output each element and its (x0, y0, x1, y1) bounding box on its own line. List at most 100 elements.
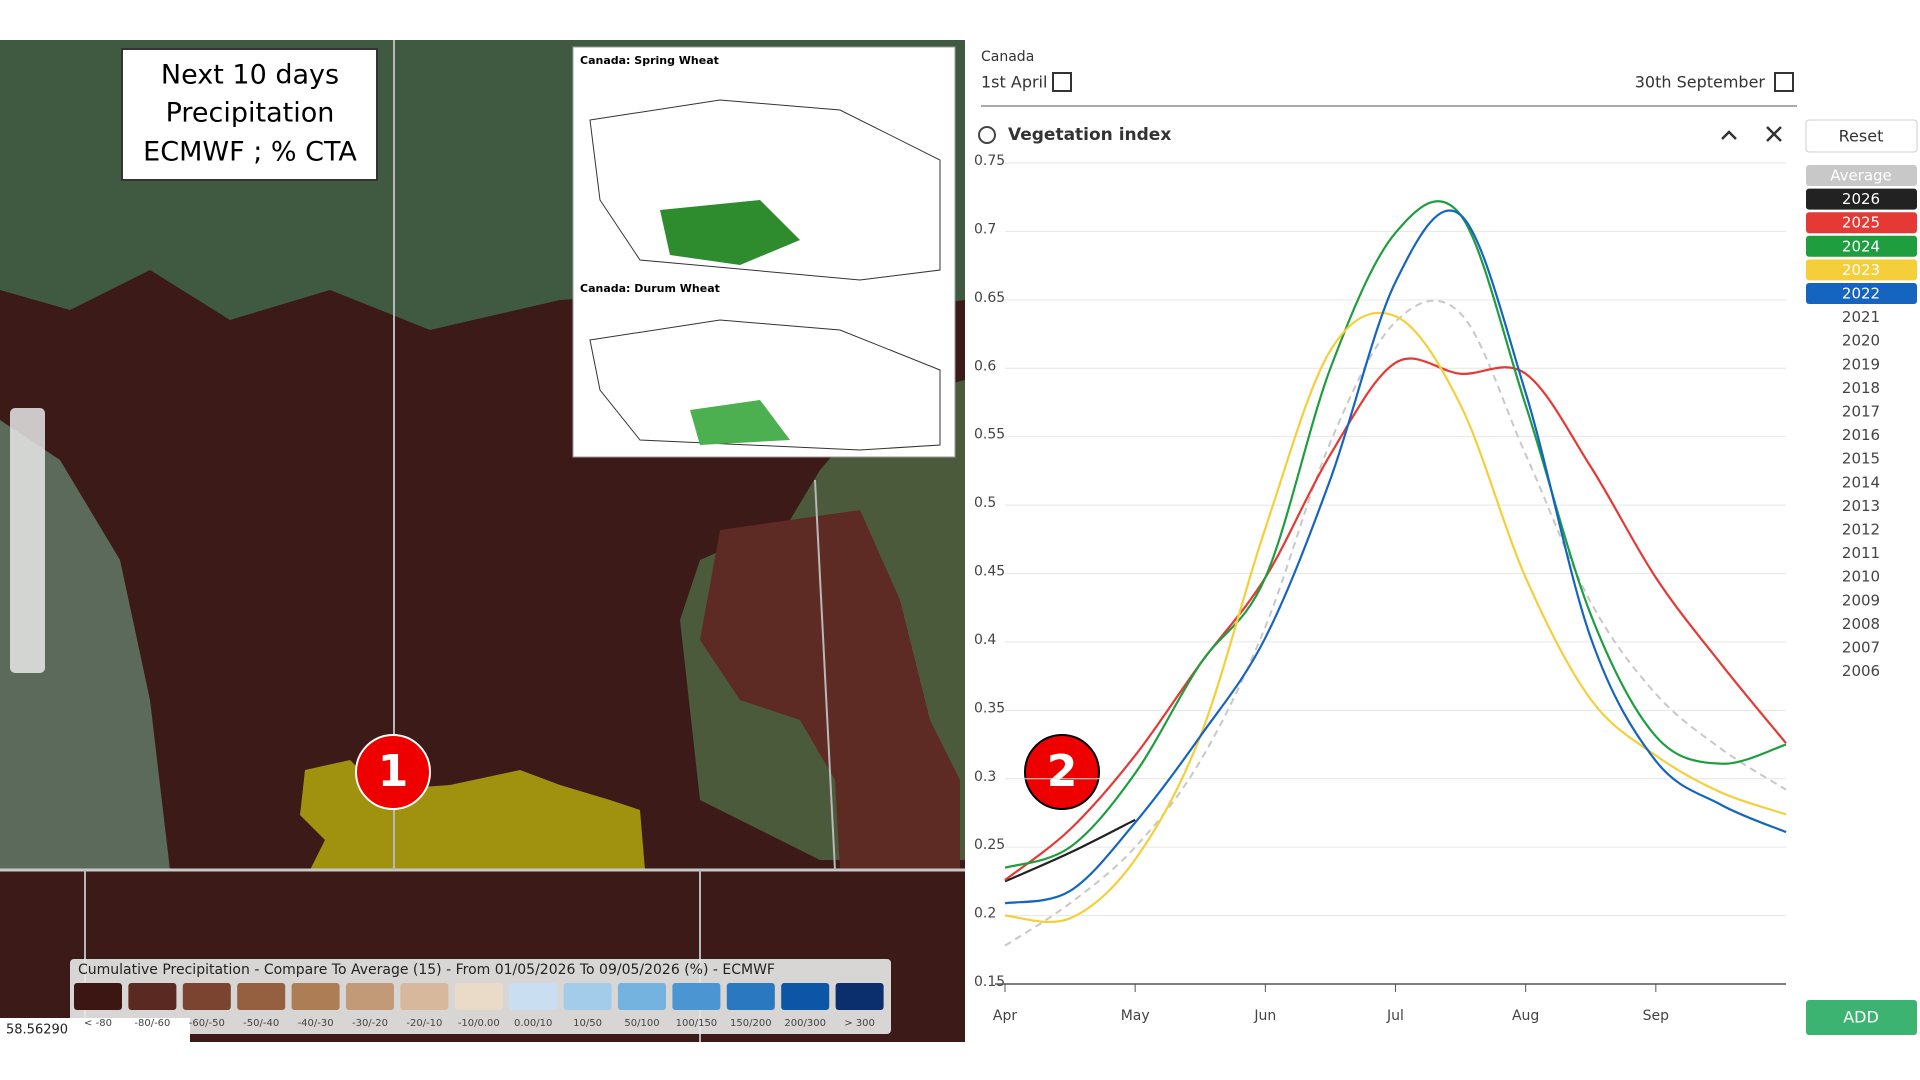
legend-swatch (128, 983, 177, 1010)
legend-label[interactable]: 2014 (1842, 473, 1880, 491)
y-tick-label: 0.35 (974, 700, 1005, 716)
marker (1024, 734, 1100, 810)
coordinates-box (0, 1018, 190, 1042)
legend-item[interactable] (1806, 212, 1917, 234)
legend-class-label: < -80 (84, 1018, 112, 1029)
collapse-button[interactable] (1721, 130, 1737, 140)
y-tick-label: 0.5 (974, 495, 996, 511)
legend-label[interactable]: 2021 (1842, 308, 1880, 326)
add-label[interactable]: ADD (1843, 1008, 1879, 1027)
legend-class-label: 50/100 (624, 1018, 659, 1029)
legend-class-label: 150/200 (730, 1018, 772, 1029)
y-tick-label: 0.75 (974, 153, 1005, 169)
legend-item[interactable] (1806, 165, 1917, 186)
y-tick-label: 0.3 (974, 769, 996, 785)
calendar-icon[interactable] (1774, 72, 1794, 92)
legend-label[interactable]: 2010 (1842, 568, 1880, 586)
legend-label[interactable]: 2026 (1842, 190, 1880, 208)
legend-swatch (781, 983, 830, 1010)
y-tick-label: 0.15 (974, 974, 1005, 990)
start-date[interactable]: 1st April (981, 73, 1047, 92)
legend-label[interactable]: 2024 (1842, 237, 1880, 255)
annotation-line: Precipitation (166, 98, 335, 129)
legend-swatch (182, 983, 231, 1010)
legend-swatch (400, 983, 449, 1010)
marker (355, 734, 431, 810)
marker-label: 1 (378, 746, 409, 797)
y-tick-label: 0.7 (974, 221, 996, 237)
province-border (814, 479, 836, 871)
legend-label[interactable]: 2012 (1842, 521, 1880, 539)
legend-label[interactable]: 2013 (1842, 497, 1880, 515)
series-line (1004, 311, 1787, 923)
legend-label[interactable]: 2018 (1842, 379, 1880, 397)
legend-class-label: 100/150 (676, 1018, 718, 1029)
legend-item[interactable] (1806, 283, 1917, 304)
series-line (1004, 357, 1787, 881)
region: Canada (981, 49, 1034, 65)
legend-label[interactable]: 2006 (1842, 662, 1880, 680)
y-tick-label: 0.55 (974, 427, 1005, 443)
legend-class-label: -30/-20 (352, 1018, 388, 1029)
legend-class-label: -40/-30 (298, 1018, 334, 1029)
legend-swatch (726, 983, 775, 1010)
x-tick-label: Jul (1386, 1008, 1404, 1024)
x-tick-label: Aug (1512, 1008, 1539, 1024)
legend-swatch (454, 983, 503, 1010)
legend-label[interactable]: 2020 (1842, 332, 1880, 350)
inset-outline (589, 319, 941, 451)
legend-label[interactable]: 2015 (1842, 450, 1880, 468)
legend-label[interactable]: 2017 (1842, 403, 1880, 421)
add-button[interactable] (1806, 1000, 1917, 1035)
legend-label[interactable]: 2025 (1842, 214, 1880, 232)
annotation-line: ECMWF ; % CTA (143, 137, 357, 168)
yellow-area (300, 760, 645, 870)
legend-swatch (835, 983, 884, 1010)
y-tick-label: 0.6 (974, 358, 996, 374)
series-line (1004, 209, 1787, 905)
legend-label[interactable]: 2008 (1842, 615, 1880, 633)
legend-swatch (672, 983, 721, 1010)
legend-title: Cumulative Precipitation - Compare To Av… (78, 962, 775, 978)
legend-label[interactable]: 2009 (1842, 591, 1880, 609)
calendar-icon[interactable] (1052, 72, 1072, 92)
legend-item[interactable] (1806, 259, 1917, 281)
legend-label[interactable]: 2019 (1842, 355, 1880, 373)
globe-icon (978, 126, 996, 144)
legend-label[interactable]: 2022 (1842, 285, 1880, 303)
legend-item[interactable] (1806, 235, 1917, 257)
y-tick-label: 0.4 (974, 632, 996, 648)
legend-label[interactable]: Average (1830, 167, 1892, 185)
reset-label[interactable]: Reset (1839, 127, 1884, 146)
reset-button[interactable] (1805, 119, 1918, 153)
marker-label: 2 (1047, 746, 1078, 797)
legend-label[interactable]: 2011 (1842, 544, 1880, 562)
legend-swatch (74, 983, 122, 1010)
legend-swatch (291, 983, 340, 1010)
legend-item[interactable] (1806, 188, 1917, 210)
legend-class-label: 0.00/10 (514, 1018, 552, 1029)
y-tick-label: 0.45 (974, 564, 1005, 580)
close-button[interactable] (1766, 126, 1782, 142)
legend-class-label: -20/-10 (406, 1018, 442, 1029)
legend-class-label: > 300 (844, 1018, 875, 1029)
legend-class-label: -80/-60 (134, 1018, 170, 1029)
y-tick-label: 0.2 (974, 906, 996, 922)
legend-label[interactable]: 2016 (1842, 426, 1880, 444)
map-toolbar[interactable] (10, 408, 45, 673)
legend-class-label: -50/-40 (243, 1018, 279, 1029)
y-tick-label: 0.25 (974, 837, 1005, 853)
legend-class-label: 200/300 (784, 1018, 826, 1029)
x-tick-label: May (1121, 1008, 1150, 1024)
legend-label[interactable]: 2007 (1842, 639, 1880, 657)
legend-swatch (618, 983, 666, 1010)
legend-class-label: -60/-50 (189, 1018, 225, 1029)
legend-label[interactable]: 2023 (1842, 261, 1880, 279)
y-tick-label: 0.65 (974, 290, 1005, 306)
legend-swatch (346, 983, 394, 1010)
panel-header: Canada 1st April 30th September Vegetati… (978, 49, 1918, 1035)
inset-crop (690, 400, 790, 445)
end-date[interactable]: 30th September (1635, 73, 1766, 92)
